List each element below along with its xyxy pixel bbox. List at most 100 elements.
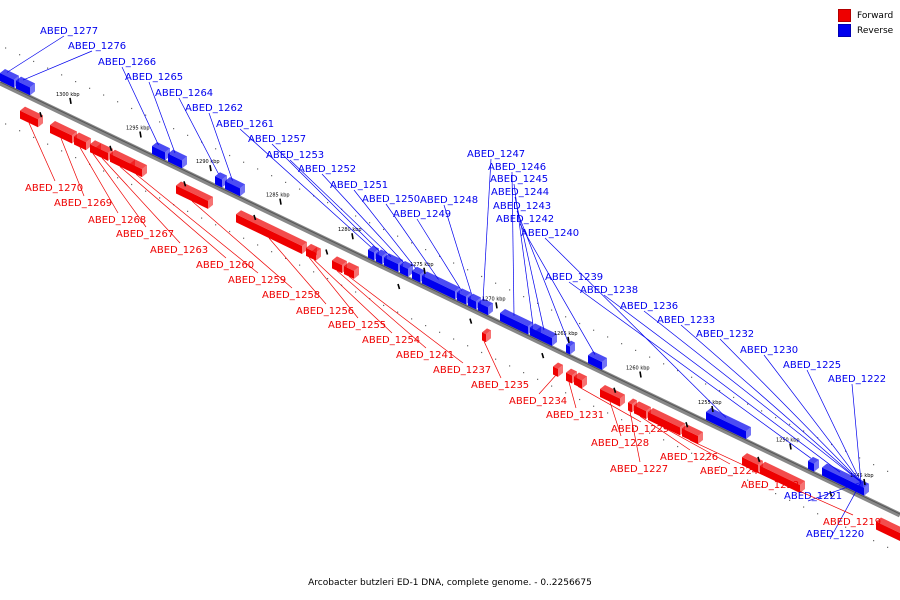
reverse-gene-block <box>225 177 245 197</box>
guide-dot <box>75 157 77 159</box>
reverse-gene-block <box>168 149 187 169</box>
guide-dot <box>89 87 91 89</box>
guide-dot <box>845 450 847 452</box>
position-tick <box>613 387 617 393</box>
forward-gene-label: ABED_1259 <box>228 275 286 286</box>
forward-gene-label: ABED_1269 <box>54 198 112 209</box>
reverse-gene-leader <box>519 223 596 355</box>
forward-gene-block <box>760 461 805 493</box>
kbp-tick <box>351 233 354 240</box>
guide-dot <box>593 329 595 331</box>
guide-dot <box>845 526 847 528</box>
genome-backbone <box>0 80 900 518</box>
guide-dot <box>243 161 245 163</box>
forward-gene-label: ABED_1263 <box>150 245 208 256</box>
reverse-gene-label: ABED_1245 <box>490 174 548 185</box>
forward-gene-label: ABED_1223 <box>741 480 799 491</box>
guide-dot <box>103 170 105 172</box>
guide-dot <box>159 197 161 199</box>
forward-gene-label: ABED_1237 <box>433 365 491 376</box>
forward-gene-block <box>600 385 625 407</box>
kbp-marker: 1260 kbp <box>626 365 650 371</box>
forward-gene-label: ABED_1228 <box>591 438 649 449</box>
position-tick <box>253 214 257 221</box>
legend: Forward Reverse <box>838 8 893 38</box>
position-tick <box>829 491 833 497</box>
forward-gene-leader <box>336 270 427 349</box>
guide-dot <box>103 94 105 96</box>
reverse-gene-leader <box>851 383 862 483</box>
reverse-gene-leader <box>568 281 812 459</box>
forward-gene-leader <box>639 415 691 451</box>
kbp-marker: 1275 kbp <box>410 262 434 268</box>
kbp-tick <box>863 478 866 486</box>
guide-dot <box>5 123 7 125</box>
reverse-gene-leader <box>121 66 159 146</box>
forward-gene-block <box>482 328 491 343</box>
guide-dot <box>579 322 581 325</box>
guide-dot <box>5 47 7 49</box>
guide-dot <box>551 309 553 311</box>
reverse-label: Reverse <box>857 25 894 36</box>
position-tick <box>757 456 761 463</box>
kbp-tick <box>639 371 642 378</box>
reverse-gene-block <box>566 340 575 355</box>
guide-dot <box>327 277 329 280</box>
kbp-marker: 1285 kbp <box>266 193 290 199</box>
forward-gene-label: ABED_1224 <box>700 466 758 477</box>
kbp-marker: 1255 kbp <box>698 400 722 406</box>
forward-gene-leader <box>749 468 854 516</box>
forward-gene-block <box>50 121 77 144</box>
reverse-gene-leader <box>719 338 862 483</box>
kbp-tick <box>69 97 72 105</box>
forward-gene-leader <box>538 375 556 395</box>
reverse-gene-label: ABED_1266 <box>98 57 156 68</box>
reverse-gene-label: ABED_1225 <box>783 360 841 371</box>
kbp-marker: 1290 kbp <box>196 159 220 165</box>
forward-gene-leader <box>577 386 642 423</box>
guide-dot <box>859 457 861 459</box>
reverse-gene-label: ABED_1233 <box>657 315 715 326</box>
guide-dot <box>803 506 805 508</box>
guide-dot <box>733 396 735 399</box>
forward-gene-leader <box>313 259 393 334</box>
reverse-gene-leader <box>289 159 392 257</box>
kbp-marker: 1245 kbp <box>850 473 874 479</box>
guide-dot <box>817 513 819 515</box>
guide-dot <box>159 121 161 123</box>
reverse-gene-block <box>706 407 751 440</box>
guide-dot <box>425 325 427 327</box>
kbp-tick <box>567 336 570 344</box>
forward-gene-leader <box>60 138 85 197</box>
reverse-gene-leader <box>443 204 473 296</box>
guide-dot <box>859 533 861 535</box>
guide-dot <box>691 376 693 378</box>
guide-dot <box>565 316 567 318</box>
position-tick <box>397 283 401 290</box>
forward-gene-label: ABED_1267 <box>116 229 174 240</box>
forward-gene-block <box>312 246 321 261</box>
guide-dot <box>271 251 273 253</box>
guide-dot <box>593 405 595 407</box>
guide-dot <box>131 107 133 110</box>
guide-dot <box>453 338 455 340</box>
forward-gene-leader <box>348 276 464 364</box>
guide-dot <box>61 74 63 76</box>
forward-gene-label: ABED_1229 <box>611 424 669 435</box>
guide-dot <box>775 417 777 419</box>
guide-dot <box>47 143 49 145</box>
forward-gene-label: ABED_1227 <box>610 464 668 475</box>
forward-gene-label: ABED_1256 <box>296 306 354 317</box>
forward-gene-leader <box>689 439 772 479</box>
kbp-marker: 1250 kbp <box>776 437 800 443</box>
forward-gene-leader <box>191 200 293 289</box>
reverse-gene-label: ABED_1265 <box>125 72 183 83</box>
forward-gene-label: ABED_1258 <box>262 290 320 301</box>
genome-backbone-edge <box>0 81 900 515</box>
guide-dot <box>285 257 287 259</box>
reverse-gene-leader <box>148 81 176 154</box>
guide-dot <box>439 331 441 333</box>
guide-dot <box>201 217 203 219</box>
guide-dot <box>565 392 567 394</box>
guide-dot <box>271 175 273 177</box>
